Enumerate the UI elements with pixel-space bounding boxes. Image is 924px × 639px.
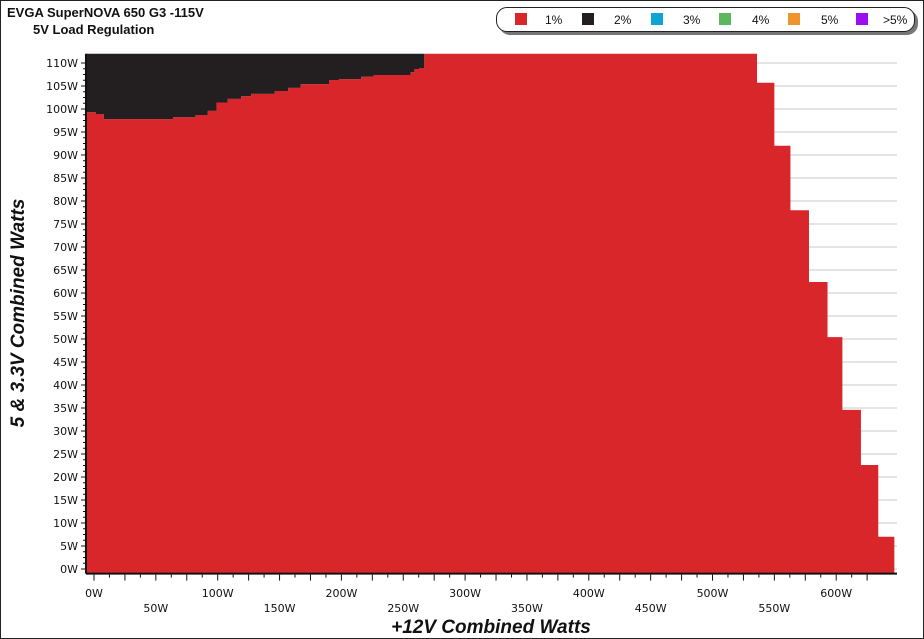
chart-subtitle: 5V Load Regulation bbox=[33, 22, 155, 37]
legend-label-gt5pct: >5% bbox=[883, 13, 908, 27]
x-tick-label: 400W bbox=[573, 587, 605, 600]
legend-swatch-1pct bbox=[515, 13, 527, 25]
legend-swatch-4pct bbox=[719, 13, 731, 25]
series-2pct-area bbox=[85, 53, 425, 120]
x-tick-label: 250W bbox=[387, 602, 419, 615]
y-tick-label: 105W bbox=[46, 80, 78, 93]
legend-label-1pct: 1% bbox=[545, 13, 563, 27]
y-tick-label: 90W bbox=[53, 149, 78, 162]
legend-label-2pct: 2% bbox=[614, 13, 632, 27]
y-tick-label: 110W bbox=[46, 57, 78, 70]
y-tick-label: 20W bbox=[53, 471, 78, 484]
y-tick-label: 65W bbox=[53, 264, 78, 277]
y-tick-label: 55W bbox=[53, 310, 78, 323]
x-tick-label: 200W bbox=[325, 587, 357, 600]
legend-swatch-gt5pct bbox=[856, 13, 868, 25]
legend-swatch-5pct bbox=[788, 13, 800, 25]
x-tick-label: 450W bbox=[635, 602, 667, 615]
legend-label-5pct: 5% bbox=[821, 13, 839, 27]
legend-label-4pct: 4% bbox=[752, 13, 770, 27]
y-tick-label: 15W bbox=[53, 494, 78, 507]
y-tick-label: 40W bbox=[53, 379, 78, 392]
legend-label-3pct: 3% bbox=[683, 13, 701, 27]
y-tick-label: 5W bbox=[60, 540, 78, 553]
y-tick-label: 100W bbox=[46, 103, 78, 116]
series-1pct-area bbox=[85, 53, 895, 574]
y-tick-label: 0W bbox=[60, 563, 78, 576]
y-tick-label: 25W bbox=[53, 448, 78, 461]
legend: 1% 2% 3% 4% 5% >5% bbox=[496, 7, 915, 32]
legend-swatch-3pct bbox=[651, 13, 663, 25]
x-tick-label: 500W bbox=[697, 587, 729, 600]
x-tick-label: 550W bbox=[758, 602, 790, 615]
y-tick-label: 85W bbox=[53, 172, 78, 185]
x-tick-label: 150W bbox=[264, 602, 296, 615]
x-tick-label: 100W bbox=[202, 587, 234, 600]
x-axis-title: +12V Combined Watts bbox=[391, 617, 591, 638]
y-tick-label: 30W bbox=[53, 425, 78, 438]
x-tick-label: 350W bbox=[511, 602, 543, 615]
x-tick-label: 50W bbox=[143, 602, 168, 615]
y-tick-label: 10W bbox=[53, 517, 78, 530]
chart-title: EVGA SuperNOVA 650 G3 -115V bbox=[7, 5, 204, 20]
y-axis-title: 5 & 3.3V Combined Watts bbox=[8, 199, 29, 428]
x-tick-label: 0W bbox=[85, 587, 103, 600]
y-tick-label: 70W bbox=[53, 241, 78, 254]
y-tick-label: 80W bbox=[53, 195, 78, 208]
y-tick-label: 35W bbox=[53, 402, 78, 415]
y-tick-label: 45W bbox=[53, 356, 78, 369]
legend-swatch-2pct bbox=[582, 13, 594, 25]
x-tick-label: 600W bbox=[820, 587, 852, 600]
y-tick-label: 95W bbox=[53, 126, 78, 139]
y-tick-label: 60W bbox=[53, 287, 78, 300]
y-tick-label: 75W bbox=[53, 218, 78, 231]
y-tick-label: 50W bbox=[53, 333, 78, 346]
x-tick-label: 300W bbox=[449, 587, 481, 600]
